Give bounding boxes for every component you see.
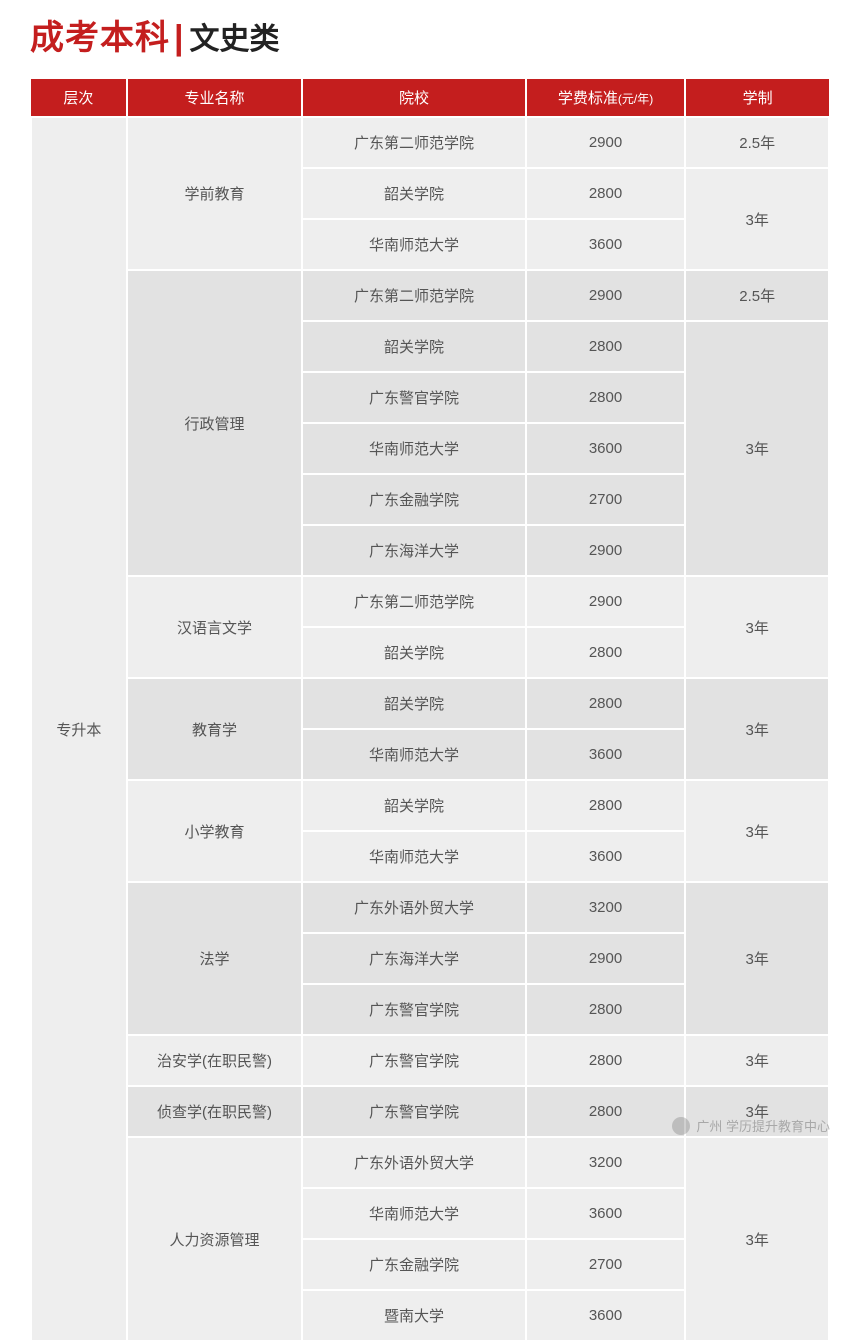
- cell-duration: 3年: [685, 780, 829, 882]
- col-school: 院校: [302, 79, 525, 117]
- cell-tuition: 2700: [526, 1239, 686, 1290]
- cell-school: 华南师范大学: [302, 831, 525, 882]
- table-body: 专升本学前教育广东第二师范学院29002.5年韶关学院28003年华南师范大学3…: [31, 117, 829, 1341]
- cell-duration: 3年: [685, 321, 829, 576]
- cell-duration: 3年: [685, 1137, 829, 1341]
- table-row: 人力资源管理广东外语外贸大学32003年: [31, 1137, 829, 1188]
- cell-school: 韶关学院: [302, 678, 525, 729]
- cell-school: 广东海洋大学: [302, 525, 525, 576]
- cell-school: 暨南大学: [302, 1290, 525, 1341]
- cell-school: 华南师范大学: [302, 423, 525, 474]
- cell-school: 广东第二师范学院: [302, 576, 525, 627]
- cell-level: 专升本: [31, 117, 127, 1341]
- cell-tuition: 2900: [526, 525, 686, 576]
- cell-major: 小学教育: [127, 780, 303, 882]
- watermark-text: 广州 学历提升教育中心: [696, 1116, 830, 1135]
- cell-tuition: 3600: [526, 423, 686, 474]
- table-row: 专升本学前教育广东第二师范学院29002.5年: [31, 117, 829, 168]
- cell-school: 韶关学院: [302, 321, 525, 372]
- cell-tuition: 2800: [526, 168, 686, 219]
- cell-tuition: 3200: [526, 882, 686, 933]
- cell-tuition: 2800: [526, 627, 686, 678]
- cell-tuition: 3600: [526, 831, 686, 882]
- table-row: 教育学韶关学院28003年: [31, 678, 829, 729]
- cell-tuition: 2900: [526, 576, 686, 627]
- cell-major: 侦查学(在职民警): [127, 1086, 303, 1137]
- cell-major: 汉语言文学: [127, 576, 303, 678]
- cell-tuition: 3600: [526, 729, 686, 780]
- cell-major: 治安学(在职民警): [127, 1035, 303, 1086]
- cell-school: 华南师范大学: [302, 1188, 525, 1239]
- tuition-table: 层次 专业名称 院校 学费标准(元/年) 学制 专升本学前教育广东第二师范学院2…: [30, 79, 830, 1342]
- col-tuition: 学费标准(元/年): [526, 79, 686, 117]
- cell-tuition: 3600: [526, 1188, 686, 1239]
- cell-tuition: 2800: [526, 1086, 686, 1137]
- cell-school: 广东第二师范学院: [302, 117, 525, 168]
- cell-school: 华南师范大学: [302, 219, 525, 270]
- table-row: 行政管理广东第二师范学院29002.5年: [31, 270, 829, 321]
- col-level: 层次: [31, 79, 127, 117]
- title-sub: 文史类: [190, 14, 280, 58]
- cell-school: 广东金融学院: [302, 474, 525, 525]
- cell-school: 广东警官学院: [302, 372, 525, 423]
- cell-duration: 2.5年: [685, 117, 829, 168]
- table-row: 法学广东外语外贸大学32003年: [31, 882, 829, 933]
- cell-major: 法学: [127, 882, 303, 1035]
- title-separator: |: [174, 19, 184, 58]
- cell-school: 韶关学院: [302, 780, 525, 831]
- cell-school: 广东外语外贸大学: [302, 1137, 525, 1188]
- cell-major: 教育学: [127, 678, 303, 780]
- cell-school: 广东第二师范学院: [302, 270, 525, 321]
- cell-tuition: 3200: [526, 1137, 686, 1188]
- table-row: 汉语言文学广东第二师范学院29003年: [31, 576, 829, 627]
- cell-major: 人力资源管理: [127, 1137, 303, 1341]
- cell-tuition: 2900: [526, 117, 686, 168]
- cell-tuition: 2900: [526, 270, 686, 321]
- cell-tuition: 2800: [526, 1035, 686, 1086]
- page-container: 成考本科 | 文史类 层次 专业名称 院校 学费标准(元/年) 学制 专升本学前…: [0, 0, 860, 1342]
- cell-tuition: 2700: [526, 474, 686, 525]
- cell-tuition: 2800: [526, 984, 686, 1035]
- cell-tuition: 3600: [526, 219, 686, 270]
- cell-school: 广东金融学院: [302, 1239, 525, 1290]
- cell-tuition: 2800: [526, 678, 686, 729]
- cell-duration: 2.5年: [685, 270, 829, 321]
- cell-duration: 3年: [685, 168, 829, 270]
- cell-school: 华南师范大学: [302, 729, 525, 780]
- cell-major: 行政管理: [127, 270, 303, 576]
- table-head: 层次 专业名称 院校 学费标准(元/年) 学制: [31, 79, 829, 117]
- table-row: 小学教育韶关学院28003年: [31, 780, 829, 831]
- cell-major: 学前教育: [127, 117, 303, 270]
- wechat-icon: [672, 1117, 690, 1135]
- col-major: 专业名称: [127, 79, 303, 117]
- cell-tuition: 2900: [526, 933, 686, 984]
- cell-school: 广东警官学院: [302, 984, 525, 1035]
- cell-school: 韶关学院: [302, 168, 525, 219]
- cell-tuition: 2800: [526, 372, 686, 423]
- cell-school: 广东海洋大学: [302, 933, 525, 984]
- cell-duration: 3年: [685, 1035, 829, 1086]
- cell-school: 广东警官学院: [302, 1035, 525, 1086]
- cell-tuition: 3600: [526, 1290, 686, 1341]
- page-title: 成考本科 | 文史类: [30, 0, 830, 79]
- cell-tuition: 2800: [526, 780, 686, 831]
- cell-duration: 3年: [685, 882, 829, 1035]
- col-duration: 学制: [685, 79, 829, 117]
- cell-school: 广东警官学院: [302, 1086, 525, 1137]
- table-row: 治安学(在职民警)广东警官学院28003年: [31, 1035, 829, 1086]
- cell-school: 广东外语外贸大学: [302, 882, 525, 933]
- cell-duration: 3年: [685, 576, 829, 678]
- cell-tuition: 2800: [526, 321, 686, 372]
- cell-duration: 3年: [685, 678, 829, 780]
- cell-school: 韶关学院: [302, 627, 525, 678]
- title-main: 成考本科: [30, 10, 170, 59]
- watermark: 广州 学历提升教育中心: [672, 1116, 830, 1135]
